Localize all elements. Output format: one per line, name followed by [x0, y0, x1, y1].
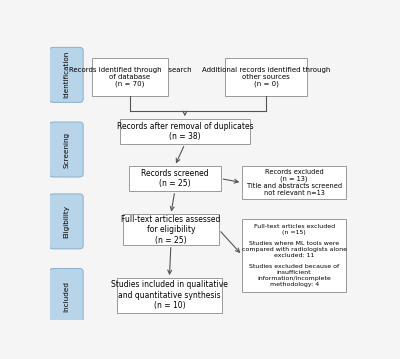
- Text: Records screened
(n = 25): Records screened (n = 25): [141, 169, 208, 188]
- FancyBboxPatch shape: [123, 214, 219, 245]
- FancyBboxPatch shape: [242, 219, 346, 292]
- Text: Full-text articles assessed
for eligibility
(n = 25): Full-text articles assessed for eligibil…: [121, 215, 220, 244]
- Text: Full-text articles excluded
(n =15)

Studies where ML tools were
compared with r: Full-text articles excluded (n =15) Stud…: [242, 224, 347, 287]
- FancyBboxPatch shape: [92, 58, 168, 95]
- Text: Records excluded
(n = 13)
Title and abstracts screened
not relevant n=13: Records excluded (n = 13) Title and abst…: [246, 169, 342, 196]
- FancyBboxPatch shape: [49, 122, 83, 177]
- Text: Included: Included: [63, 280, 69, 312]
- Text: Records identified through   search
of database
(n = 70): Records identified through search of dat…: [68, 67, 191, 87]
- FancyBboxPatch shape: [225, 58, 307, 95]
- FancyBboxPatch shape: [129, 166, 220, 191]
- Text: Additional records identified through
other sources
(n = 0): Additional records identified through ot…: [202, 67, 330, 87]
- FancyBboxPatch shape: [49, 47, 83, 102]
- Text: Identification: Identification: [63, 51, 69, 98]
- Text: Records after removal of duplicates
(n = 38): Records after removal of duplicates (n =…: [116, 122, 253, 141]
- FancyBboxPatch shape: [117, 278, 222, 313]
- Text: Eligibility: Eligibility: [63, 205, 69, 238]
- FancyBboxPatch shape: [120, 119, 250, 144]
- FancyBboxPatch shape: [49, 194, 83, 249]
- FancyBboxPatch shape: [242, 166, 346, 199]
- Text: Studies included in qualitative
and quantitative synthesis
(n = 10): Studies included in qualitative and quan…: [111, 280, 228, 310]
- FancyBboxPatch shape: [49, 269, 83, 323]
- Text: Screening: Screening: [63, 131, 69, 168]
